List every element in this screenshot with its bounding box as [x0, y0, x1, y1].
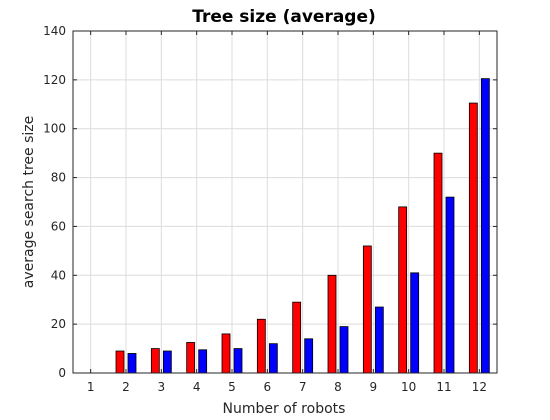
- y-tick-label: 60: [51, 219, 66, 233]
- bar-series-2-2: [128, 353, 136, 373]
- x-axis-label: Number of robots: [223, 401, 346, 417]
- y-tick-label: 80: [51, 171, 66, 185]
- bar-series-1-3: [151, 349, 159, 373]
- y-tick-label: 120: [43, 73, 66, 87]
- bar-series-2-10: [411, 273, 419, 373]
- grid: [73, 31, 497, 373]
- x-tick-label: 10: [401, 380, 416, 394]
- x-tick-label: 1: [87, 380, 95, 394]
- y-tick-label: 0: [58, 366, 66, 380]
- x-tick-label: 5: [228, 380, 236, 394]
- bar-series-1-4: [187, 342, 195, 373]
- x-tick-label: 3: [158, 380, 166, 394]
- bar-series-2-11: [446, 197, 454, 373]
- y-tick-label: 100: [43, 122, 66, 136]
- x-tick-label: 2: [122, 380, 130, 394]
- x-tick-label: 12: [472, 380, 487, 394]
- y-tick-label: 20: [51, 317, 66, 331]
- bar-series-1-8: [328, 275, 336, 373]
- bar-series-2-6: [269, 344, 277, 373]
- x-tick-label: 4: [193, 380, 201, 394]
- bar-series-1-6: [257, 319, 265, 373]
- bar-series-1-9: [363, 246, 371, 373]
- y-tick-label: 40: [51, 268, 66, 282]
- bar-series-2-3: [163, 351, 171, 373]
- bar-series-2-4: [199, 350, 207, 373]
- x-tick-label: 6: [264, 380, 272, 394]
- bar-series-1-12: [469, 103, 477, 373]
- bar-series-2-8: [340, 327, 348, 373]
- x-tick-label: 9: [370, 380, 378, 394]
- bar-series-2-12: [481, 79, 489, 373]
- bar-series-1-5: [222, 334, 230, 373]
- bar-series-1-11: [434, 153, 442, 373]
- bar-series-1-7: [293, 302, 301, 373]
- chart-title: Tree size (average): [192, 7, 376, 27]
- x-tick-label: 8: [334, 380, 342, 394]
- bar-series-2-5: [234, 349, 242, 373]
- y-axis-label: average search tree size: [21, 116, 37, 288]
- bar-series-2-9: [375, 307, 383, 373]
- plot-frame: [73, 31, 497, 373]
- x-tick-label: 7: [299, 380, 307, 394]
- bar-series-1-10: [399, 207, 407, 373]
- bar-series-1-2: [116, 351, 124, 373]
- y-tick-label: 140: [43, 24, 66, 38]
- x-tick-label: 11: [436, 380, 451, 394]
- bar-series-2-7: [305, 339, 313, 373]
